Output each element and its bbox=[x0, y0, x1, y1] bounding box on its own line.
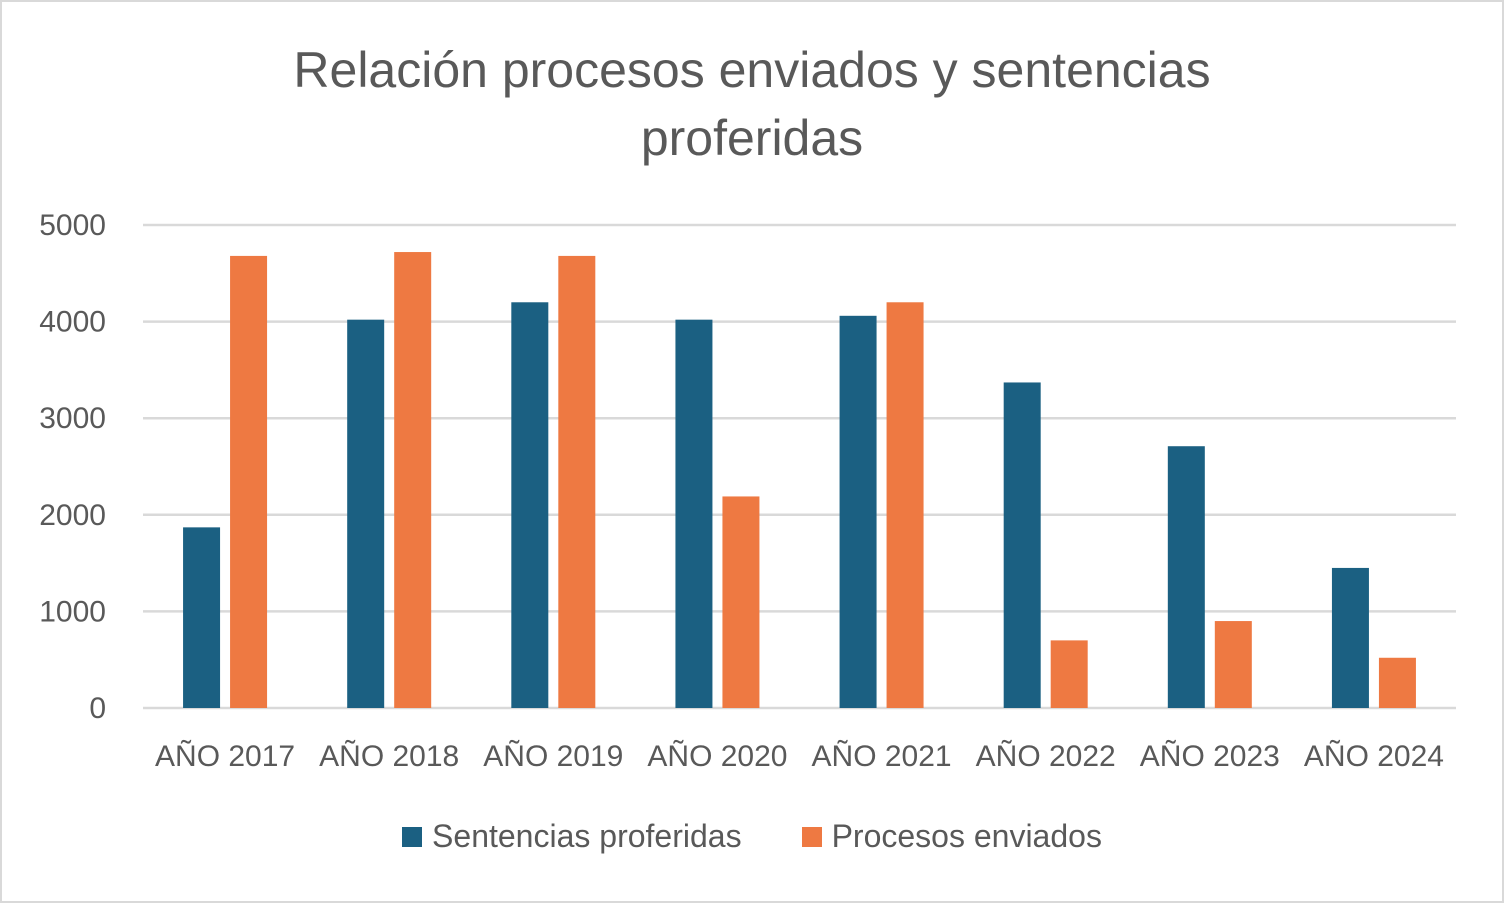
x-tick-label: AÑO 2018 bbox=[319, 739, 459, 773]
legend-swatch-procesos bbox=[801, 826, 822, 847]
x-tick-label: AÑO 2019 bbox=[483, 739, 623, 773]
y-tick-label: 3000 bbox=[39, 402, 106, 435]
y-tick-label: 0 bbox=[89, 692, 106, 725]
chart-title: Relación procesos enviados y sentencias … bbox=[293, 42, 1211, 166]
bar-sentencias bbox=[1003, 382, 1041, 708]
y-tick-label: 1000 bbox=[39, 595, 106, 628]
legend-label-procesos: Procesos enviados bbox=[831, 818, 1102, 854]
legend-item-procesos: Procesos enviados bbox=[801, 818, 1102, 855]
legend: Sentencias proferidas Procesos enviados bbox=[0, 818, 1504, 855]
bar-sentencias bbox=[675, 319, 713, 708]
bar-sentencias bbox=[1331, 567, 1369, 708]
legend-swatch-sentencias bbox=[402, 826, 423, 847]
y-tick-label: 5000 bbox=[39, 209, 106, 242]
bar-sentencias bbox=[347, 319, 385, 708]
bar-procesos bbox=[886, 302, 924, 708]
bar-sentencias bbox=[839, 315, 877, 708]
x-tick-label: AÑO 2024 bbox=[1304, 739, 1444, 773]
bar-procesos bbox=[1378, 657, 1416, 708]
y-tick-label: 2000 bbox=[39, 499, 106, 532]
legend-label-sentencias: Sentencias proferidas bbox=[432, 818, 742, 854]
x-tick-label: AÑO 2022 bbox=[976, 739, 1116, 773]
bar-sentencias bbox=[1167, 446, 1205, 708]
bar-procesos bbox=[230, 255, 268, 709]
x-tick-label: AÑO 2021 bbox=[812, 739, 952, 773]
legend-item-sentencias: Sentencias proferidas bbox=[402, 818, 742, 855]
bar-procesos bbox=[558, 255, 596, 709]
x-tick-label: AÑO 2017 bbox=[155, 739, 295, 773]
y-tick-label: 4000 bbox=[39, 306, 106, 339]
bar-procesos bbox=[394, 252, 432, 708]
bar-procesos bbox=[1214, 621, 1252, 708]
bar-sentencias bbox=[183, 527, 221, 708]
x-tick-label: AÑO 2023 bbox=[1140, 739, 1280, 773]
x-tick-label: AÑO 2020 bbox=[647, 739, 787, 773]
bar-procesos bbox=[1050, 640, 1088, 708]
bar-sentencias bbox=[511, 302, 549, 708]
bar-procesos bbox=[722, 496, 760, 708]
